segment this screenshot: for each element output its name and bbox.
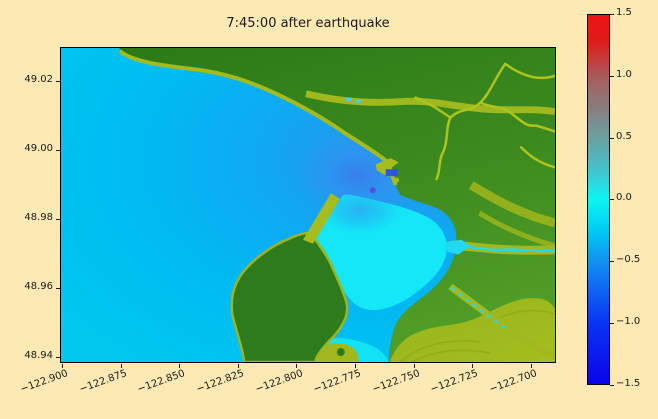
stream-valleys [414,62,555,181]
y-tick-mark [56,81,60,82]
y-tick-label: 49.00 [24,143,53,154]
colorbar-tick-label: −0.5 [616,254,641,266]
y-tick-label: 48.94 [24,350,53,361]
y-tick-label: 48.96 [24,281,53,292]
colorbar-tick-mark [610,75,614,77]
x-tick-mark [62,364,63,368]
x-tick-label: −122.900 [19,368,70,396]
x-tick-label: −122.825 [195,368,246,396]
colorbar-tick-label: 1.0 [616,68,632,80]
entrance-islet [394,177,400,183]
x-tick-label: −122.725 [429,368,480,396]
lowland-bands-east [468,181,555,249]
colorbar-tick-mark [610,384,614,386]
y-tick-mark [56,288,60,289]
x-tick-mark [296,364,298,368]
x-tick-mark [237,364,239,368]
y-tick-mark [56,219,60,220]
dakota-creek [448,283,555,360]
colorbar-tick-mark [610,199,614,201]
x-tick-label: −122.750 [370,368,422,396]
x-tick-mark [530,364,532,368]
x-tick-label: −122.875 [77,368,129,396]
colorbar-tick-mark [610,14,614,15]
valley-water-speck [355,99,361,103]
map-svg [61,48,555,362]
x-tick-mark [413,364,415,368]
california-creek [446,239,555,255]
deep-channel-patch [385,169,398,177]
colorbar [587,14,610,385]
colorbar-tick-label: −1.5 [616,377,641,389]
map-plot [60,47,556,363]
colorbar-tick-mark [610,137,614,139]
x-tick-label: −122.800 [253,368,305,396]
x-tick-label: −122.700 [488,368,539,396]
x-tick-mark [120,364,122,368]
north-coast-beach [118,49,398,186]
valley-water-speck [345,97,352,101]
birch-point-peninsula [230,231,349,362]
y-tick-label: 48.98 [24,212,53,223]
bay-islet [336,348,345,357]
x-tick-label: −122.850 [136,368,187,396]
deep-spot [369,187,376,194]
river-valley-band [305,90,555,116]
estuary-pocket [446,239,471,255]
colorbar-tick-mark [610,323,614,325]
colorbar-tick-label: 1.5 [616,7,632,18]
x-tick-mark [472,364,474,368]
colorbar-tick-label: 0.0 [616,192,632,204]
y-tick-label: 49.02 [24,74,53,85]
harbor-entrance-blend [317,186,402,234]
semiahmoo-spit [303,193,340,244]
plot-title: 7:45:00 after earthquake [226,16,390,31]
terrain-contours [400,309,555,362]
x-tick-label: −122.775 [312,368,363,396]
colorbar-tick-mark [610,261,614,263]
colorbar-tick-label: 0.5 [616,130,632,142]
x-tick-mark [179,364,181,368]
y-tick-mark [56,357,60,358]
y-tick-mark [56,150,60,151]
north-shore-land [118,48,555,362]
colorbar-tick-label: −1.0 [616,316,641,328]
x-tick-mark [355,364,356,368]
